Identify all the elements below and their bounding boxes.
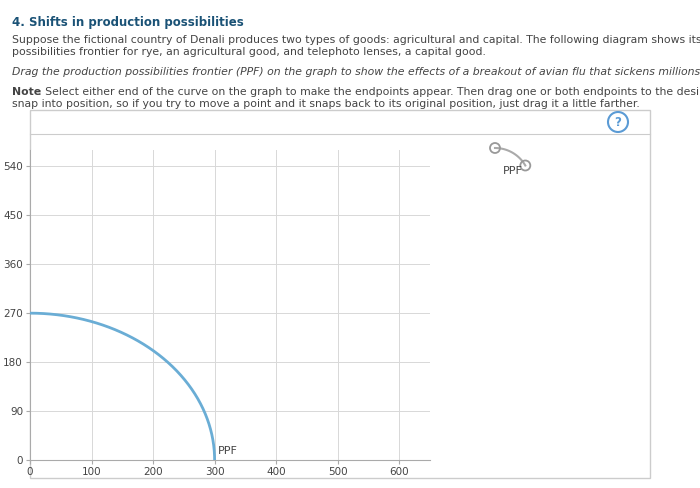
Text: Drag the production possibilities frontier (PPF) on the graph to show the effect: Drag the production possibilities fronti… — [12, 67, 700, 77]
Text: : Select either end of the curve on the graph to make the endpoints appear. Then: : Select either end of the curve on the … — [38, 87, 700, 97]
Text: ?: ? — [615, 116, 622, 129]
Text: possibilities frontier for rye, an agricultural good, and telephoto lenses, a ca: possibilities frontier for rye, an agric… — [12, 47, 486, 57]
Text: snap into position, so if you try to move a point and it snaps back to its origi: snap into position, so if you try to mov… — [12, 99, 640, 109]
Text: Suppose the fictional country of Denali produces two types of goods: agricultura: Suppose the fictional country of Denali … — [12, 35, 700, 45]
Text: PPF: PPF — [218, 446, 237, 456]
Bar — [30, 110, 650, 478]
Text: PPF: PPF — [503, 166, 523, 176]
Text: Note: Note — [12, 87, 41, 97]
Text: 4. Shifts in production possibilities: 4. Shifts in production possibilities — [12, 16, 244, 29]
